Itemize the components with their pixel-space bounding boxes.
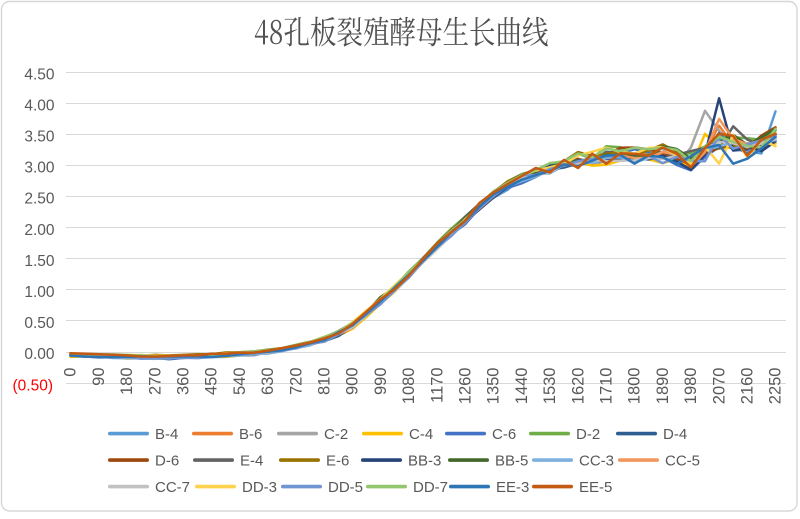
svg-text:EE-5: EE-5 — [579, 479, 612, 496]
svg-text:1350: 1350 — [485, 368, 503, 405]
svg-text:E-6: E-6 — [326, 453, 349, 470]
svg-text:DD-5: DD-5 — [328, 479, 363, 496]
svg-text:2160: 2160 — [739, 368, 757, 405]
svg-text:C-2: C-2 — [324, 426, 348, 443]
svg-text:C-6: C-6 — [492, 426, 516, 443]
svg-text:0: 0 — [62, 368, 80, 377]
svg-text:D-4: D-4 — [663, 426, 687, 443]
svg-text:810: 810 — [316, 368, 334, 396]
svg-text:990: 990 — [372, 368, 390, 396]
svg-text:1530: 1530 — [541, 368, 559, 405]
svg-text:1980: 1980 — [682, 368, 700, 405]
svg-text:4.50: 4.50 — [24, 66, 55, 83]
svg-text:2250: 2250 — [767, 368, 785, 405]
svg-text:360: 360 — [175, 368, 193, 396]
svg-text:180: 180 — [118, 368, 136, 396]
svg-text:4.00: 4.00 — [24, 97, 55, 114]
svg-text:0.50: 0.50 — [24, 315, 55, 332]
svg-text:1.50: 1.50 — [24, 253, 55, 270]
svg-text:1890: 1890 — [654, 368, 672, 405]
svg-text:630: 630 — [259, 368, 277, 396]
svg-text:1440: 1440 — [513, 368, 531, 405]
svg-text:900: 900 — [344, 368, 362, 396]
svg-text:0.00: 0.00 — [24, 346, 55, 363]
svg-text:90: 90 — [90, 368, 108, 386]
svg-text:450: 450 — [203, 368, 221, 396]
svg-text:B-6: B-6 — [239, 426, 262, 443]
svg-text:BB-3: BB-3 — [408, 453, 441, 470]
svg-text:(0.50): (0.50) — [13, 377, 54, 394]
svg-text:1170: 1170 — [428, 368, 446, 403]
svg-text:D-6: D-6 — [155, 453, 179, 470]
svg-text:CC-7: CC-7 — [155, 479, 190, 496]
svg-text:1620: 1620 — [569, 368, 587, 405]
svg-text:E-4: E-4 — [240, 453, 263, 470]
svg-text:DD-7: DD-7 — [413, 479, 448, 496]
svg-text:1800: 1800 — [626, 368, 644, 405]
svg-text:1260: 1260 — [457, 368, 475, 405]
svg-text:C-4: C-4 — [409, 426, 433, 443]
svg-text:540: 540 — [231, 368, 249, 396]
svg-text:DD-3: DD-3 — [242, 479, 277, 496]
svg-text:270: 270 — [146, 368, 164, 396]
svg-text:BB-5: BB-5 — [495, 453, 528, 470]
svg-text:CC-3: CC-3 — [579, 453, 614, 470]
svg-text:1080: 1080 — [400, 368, 418, 405]
svg-text:EE-3: EE-3 — [496, 479, 529, 496]
svg-text:3.50: 3.50 — [24, 129, 55, 146]
svg-text:1710: 1710 — [598, 368, 616, 405]
svg-text:2.00: 2.00 — [24, 222, 55, 239]
svg-text:2070: 2070 — [710, 368, 728, 405]
svg-text:1.00: 1.00 — [24, 284, 55, 301]
svg-text:720: 720 — [287, 368, 305, 396]
svg-text:CC-5: CC-5 — [665, 453, 700, 470]
svg-text:2.50: 2.50 — [24, 191, 55, 208]
svg-text:3.00: 3.00 — [24, 160, 55, 177]
svg-text:D-2: D-2 — [576, 426, 600, 443]
svg-text:B-4: B-4 — [155, 426, 178, 443]
